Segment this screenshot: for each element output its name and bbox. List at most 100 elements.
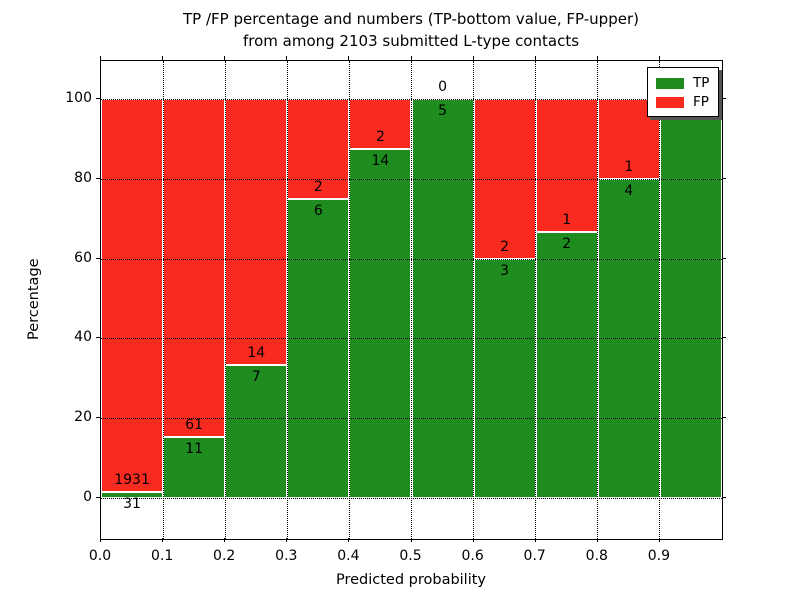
x-axis-label: Predicted probability	[335, 572, 487, 588]
x-gridline	[162, 61, 164, 539]
legend-swatch-fp	[656, 96, 684, 108]
bar-segment-tp	[659, 99, 722, 498]
bar-segment-tp	[411, 99, 474, 498]
chart-title-line1: TP /FP percentage and numbers (TP-bottom…	[183, 10, 639, 28]
y-tick-mark	[722, 497, 726, 498]
x-tick-mark	[658, 56, 660, 60]
x-tick-label: 0.0	[88, 548, 112, 564]
y-tick-label: 100	[65, 90, 92, 106]
bar-segment-fp	[163, 99, 226, 438]
x-tick-label: 0.7	[523, 548, 546, 564]
bar-segment-tp	[163, 437, 226, 498]
legend-label: FP	[693, 94, 709, 110]
y-tick-label: 20	[74, 409, 92, 426]
x-tick-mark	[100, 56, 101, 60]
y-tick-mark	[96, 417, 100, 419]
x-tick-label: 0.5	[399, 548, 422, 564]
bar-segment-tp	[225, 365, 288, 498]
legend-swatch-tp	[656, 77, 684, 89]
y-tick-label: 60	[74, 249, 92, 266]
y-tick-mark	[722, 417, 726, 419]
y-tick-label: 40	[74, 329, 92, 346]
x-gridline	[348, 61, 350, 539]
x-tick-mark	[286, 56, 288, 60]
x-gridline	[224, 61, 226, 539]
y-axis-label: Percentage	[26, 258, 42, 340]
bar-segment-fp	[287, 99, 350, 199]
x-tick-mark	[410, 538, 412, 542]
bar-segment-fp	[349, 99, 412, 149]
bar-label-fp: 2	[313, 178, 323, 195]
y-tick-label: 80	[74, 169, 92, 186]
bar-label-fp: 1	[624, 158, 634, 175]
x-tick-mark	[100, 538, 101, 542]
x-tick-label: 0.6	[461, 548, 484, 564]
legend: TP FP	[647, 67, 719, 117]
x-gridline	[597, 61, 599, 539]
x-tick-mark	[286, 538, 288, 542]
bar-segment-fp	[535, 99, 598, 232]
x-gridline	[473, 61, 475, 539]
y-tick-mark	[722, 337, 726, 339]
x-tick-mark	[348, 538, 350, 542]
x-gridline	[535, 61, 537, 539]
bar-label-tp: 7	[251, 369, 261, 385]
x-tick-label: 0.2	[213, 548, 236, 564]
bar-label-fp: 0	[438, 79, 448, 95]
x-tick-mark	[472, 538, 474, 542]
x-tick-mark	[596, 538, 598, 542]
x-tick-mark	[534, 56, 536, 60]
x-tick-mark	[348, 56, 350, 60]
x-gridline	[659, 61, 661, 539]
legend-label: TP	[693, 75, 710, 91]
bar-label-tp: 11	[185, 441, 204, 458]
bar-label-fp: 61	[185, 417, 204, 434]
y-tick-mark	[96, 98, 100, 99]
x-gridline	[411, 61, 412, 539]
x-tick-mark	[410, 56, 412, 60]
x-tick-mark	[534, 538, 536, 542]
y-tick-mark	[96, 257, 100, 259]
x-tick-mark	[224, 538, 226, 542]
bar-label-fp: 14	[247, 345, 266, 361]
bar-label-fp: 1	[562, 212, 572, 228]
x-tick-label: 0.4	[337, 548, 360, 564]
bar-label-tp: 14	[371, 152, 390, 169]
legend-entry-fp: FP	[656, 93, 710, 111]
bar-segment-fp	[101, 99, 164, 492]
bar-label-fp: 2	[375, 128, 385, 145]
bar-label-tp: 3	[500, 262, 510, 279]
x-tick-label: 0.9	[647, 548, 671, 564]
x-tick-label: 0.8	[585, 548, 608, 564]
bar-segment-tp	[473, 258, 536, 498]
x-tick-mark	[472, 56, 474, 60]
x-tick-label: 0.3	[275, 548, 298, 564]
x-tick-label: 0.1	[150, 548, 174, 564]
y-tick-mark	[722, 98, 726, 99]
bar-label-fp: 2	[500, 238, 510, 255]
bar-label-fp: 1931	[114, 471, 150, 488]
y-tick-label: 0	[83, 489, 92, 505]
legend-entry-tp: TP	[656, 74, 710, 92]
bar-segment-tp	[349, 148, 412, 498]
bar-segment-tp	[535, 232, 598, 498]
bar-label-tp: 4	[624, 182, 634, 199]
y-tick-mark	[722, 177, 726, 179]
bar-segment-fp	[225, 99, 288, 365]
bar-label-tp: 31	[123, 495, 141, 512]
bar-label-tp: 5	[438, 103, 448, 119]
bar-segment-tp	[287, 198, 350, 498]
x-tick-mark	[162, 56, 164, 60]
x-tick-mark	[162, 538, 164, 542]
y-tick-mark	[96, 497, 100, 498]
chart-title-line2: from among 2103 submitted L-type contact…	[242, 32, 580, 50]
x-tick-mark	[658, 538, 660, 542]
bar-label-tp: 2	[562, 236, 572, 252]
x-tick-mark	[224, 56, 226, 60]
y-tick-mark	[722, 257, 726, 259]
y-tick-mark	[96, 177, 100, 179]
x-tick-mark	[596, 56, 598, 60]
bar-segment-tp	[101, 491, 164, 498]
